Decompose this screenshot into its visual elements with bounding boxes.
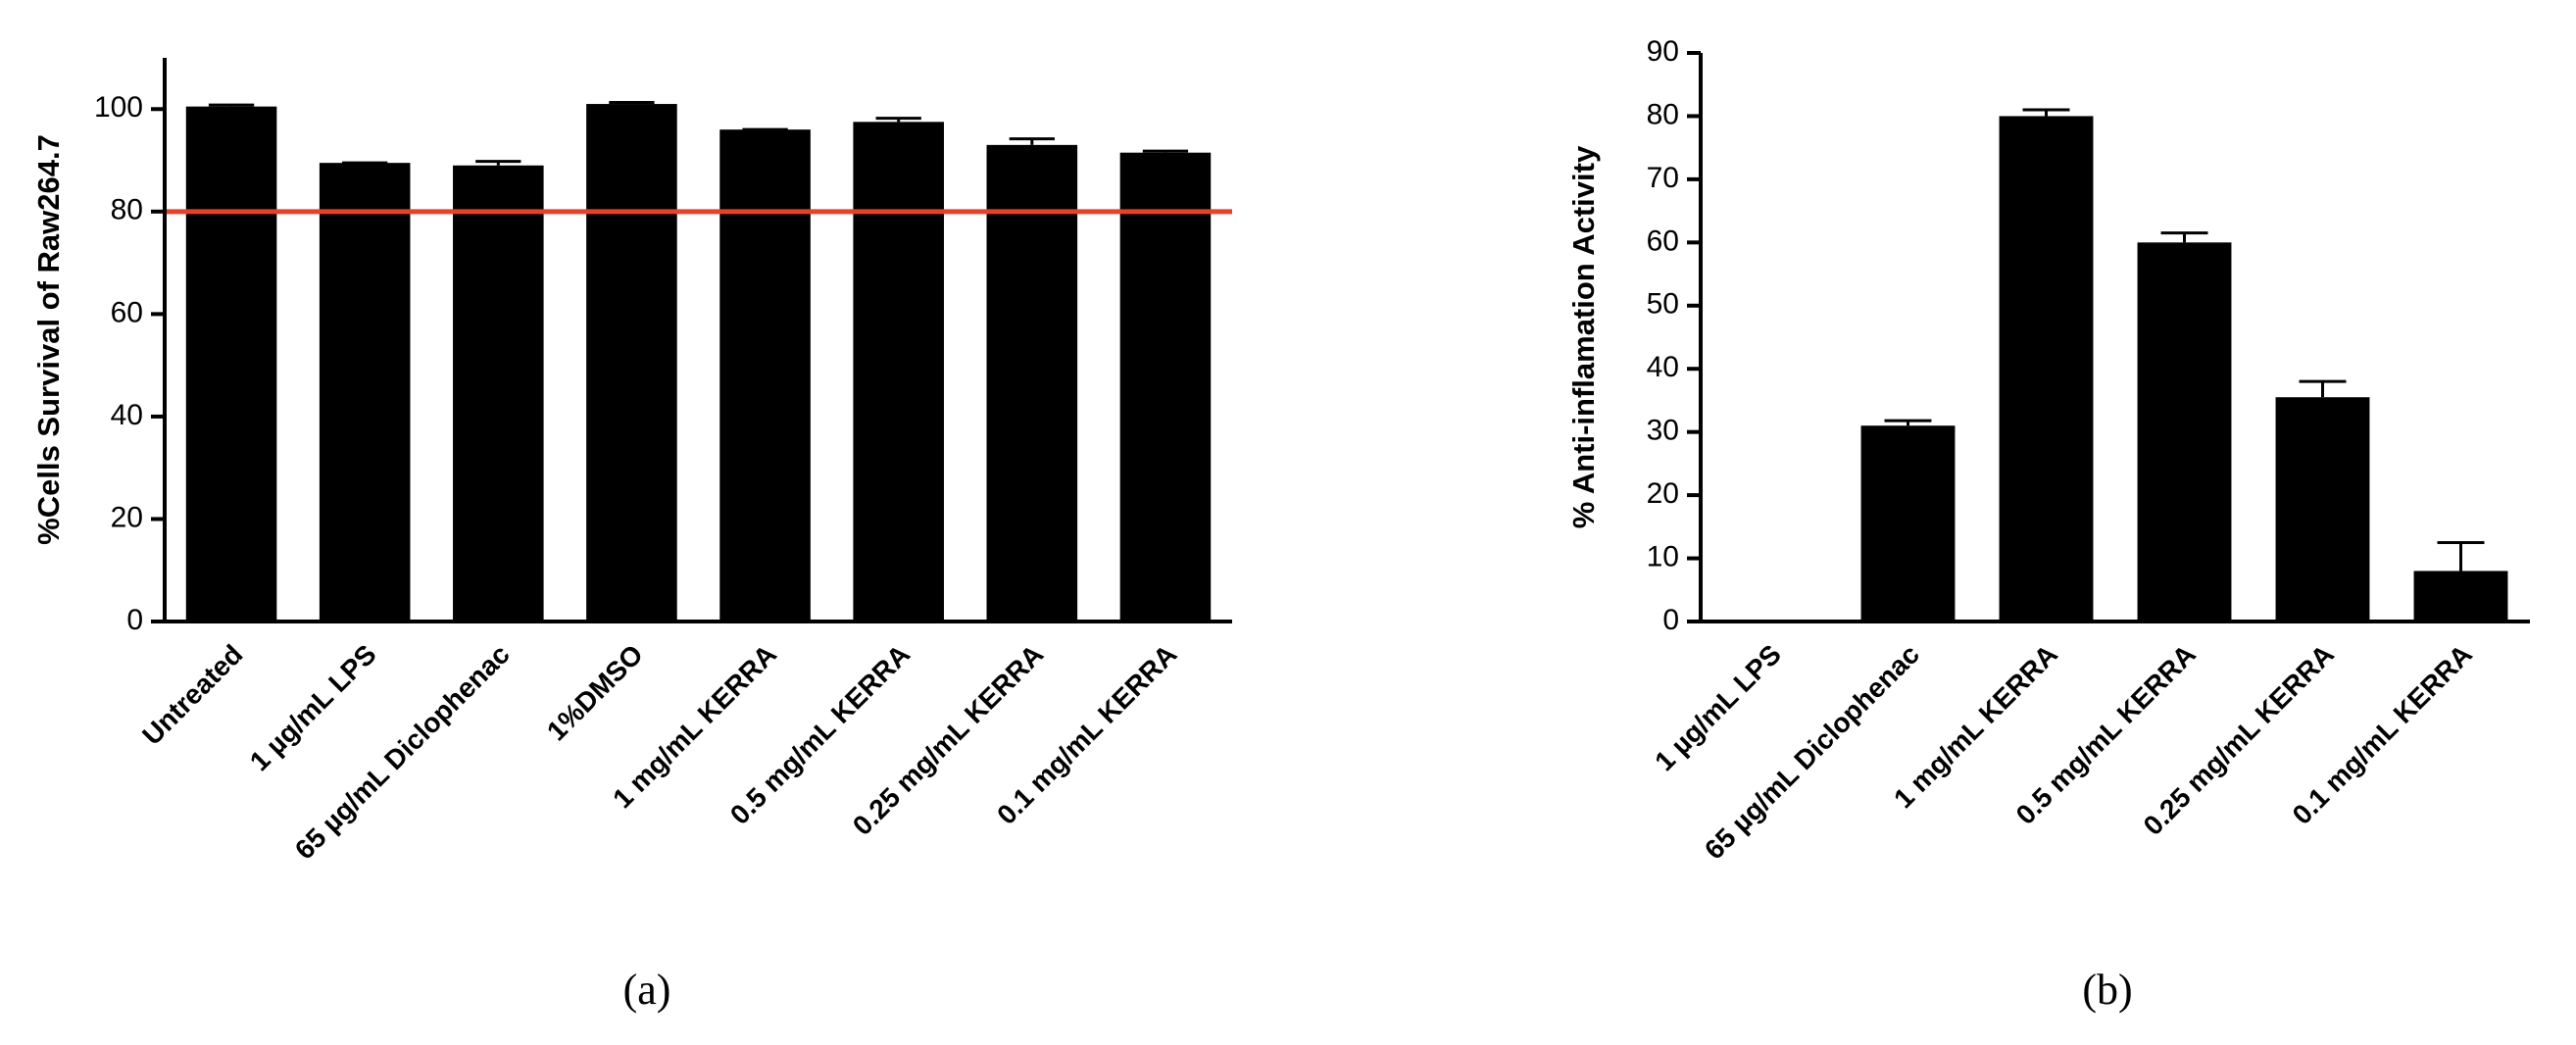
error-bar [1009, 137, 1055, 145]
x-tick-label: 1 µg/mL LPS [244, 639, 382, 777]
bar [719, 129, 811, 622]
bar [586, 104, 677, 622]
caption: (b) [2082, 966, 2132, 1014]
y-tick-label: 0 [1662, 604, 1679, 636]
error-bar [208, 103, 255, 107]
error-bar [1884, 419, 1932, 426]
y-tick-label: 60 [111, 296, 143, 328]
y-tick-label: 0 [126, 604, 143, 636]
bar [319, 163, 411, 622]
error-bar [475, 160, 521, 166]
bar [986, 144, 1078, 622]
y-tick-label: 60 [1647, 224, 1679, 257]
error-bar [2437, 540, 2485, 572]
bar [453, 165, 544, 622]
bar [1860, 425, 1956, 622]
bar [1119, 152, 1212, 622]
error-bar [2022, 108, 2070, 117]
y-tick-label: 10 [1647, 540, 1679, 572]
y-tick-label: 50 [1647, 288, 1679, 321]
bar [2137, 242, 2232, 622]
error-bar [2160, 231, 2208, 243]
y-axis-title: %Cells Survival of Raw264.7 [31, 134, 66, 545]
x-tick-label: 65 µg/mL Diclophenac [289, 639, 516, 866]
y-tick-label: 100 [94, 91, 143, 124]
y-tick-label: 20 [1647, 477, 1679, 510]
x-tick-label: 1 µg/mL LPS [1649, 639, 1787, 777]
bar [1999, 116, 2094, 622]
bar [185, 106, 277, 622]
x-tick-label: Untreated [136, 639, 248, 751]
error-bar [875, 117, 921, 123]
y-tick-label: 20 [111, 501, 143, 533]
y-tick-label: 40 [111, 399, 143, 431]
error-bar [1142, 149, 1189, 153]
y-tick-label: 70 [1647, 162, 1679, 194]
y-tick-label: 40 [1647, 351, 1679, 383]
error-bar [609, 100, 655, 105]
y-axis-title: % Anti-inflamation Activity [1566, 145, 1601, 528]
y-tick-label: 80 [111, 194, 143, 226]
x-tick-label: 1%DMSO [541, 639, 649, 747]
y-tick-label: 90 [1647, 35, 1679, 68]
error-bar [2299, 379, 2347, 398]
bar [853, 122, 944, 622]
y-tick-label: 80 [1647, 98, 1679, 130]
bar [2275, 397, 2370, 622]
y-tick-label: 30 [1647, 415, 1679, 447]
caption: (a) [623, 966, 671, 1014]
bar [2413, 571, 2508, 622]
